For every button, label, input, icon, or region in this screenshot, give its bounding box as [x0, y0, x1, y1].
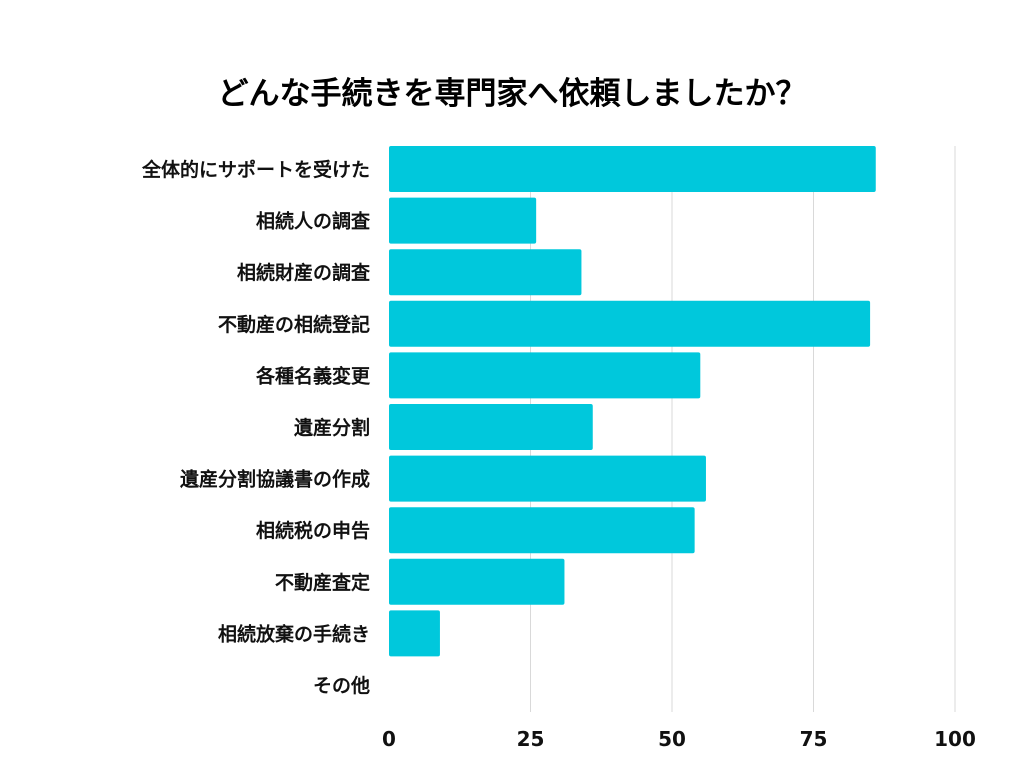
bar	[389, 507, 695, 554]
x-tick-label: 0	[382, 727, 396, 751]
category-label: 遺産分割協議書の作成	[180, 468, 370, 491]
x-tick-label: 100	[934, 727, 976, 751]
category-label: 不動産の相続登記	[218, 313, 370, 336]
bar	[389, 146, 876, 192]
category-label: 相続放棄の手続き	[218, 622, 370, 645]
bar	[389, 249, 582, 296]
bar	[389, 197, 537, 244]
bars	[389, 146, 876, 657]
bar	[389, 404, 593, 450]
x-tick-label: 75	[800, 727, 828, 751]
chart-title: どんな手続きを専門家へ依頼しましたか？	[218, 76, 807, 112]
category-label: 不動産査定	[275, 571, 370, 594]
bar	[389, 610, 440, 657]
category-label: 遺産分割	[294, 416, 370, 439]
bar	[389, 455, 706, 502]
bar	[389, 352, 701, 399]
x-axis-ticks: 0 25 50 75 100	[382, 727, 976, 751]
grid-lines	[530, 146, 956, 712]
x-tick-label: 25	[517, 727, 545, 751]
bar	[389, 300, 871, 347]
x-tick-label: 50	[658, 727, 686, 751]
category-label: 相続人の調査	[256, 210, 371, 233]
category-label: 相続税の申告	[256, 519, 370, 542]
category-label: 各種名義変更	[255, 364, 371, 387]
bar	[389, 558, 565, 605]
category-label: その他	[313, 674, 370, 697]
category-label: 全体的にサポートを受けた	[141, 158, 370, 181]
category-labels: 全体的にサポートを受けた相続人の調査相続財産の調査不動産の相続登記各種名義変更遺…	[141, 158, 371, 697]
category-label: 相続財産の調査	[237, 261, 371, 284]
